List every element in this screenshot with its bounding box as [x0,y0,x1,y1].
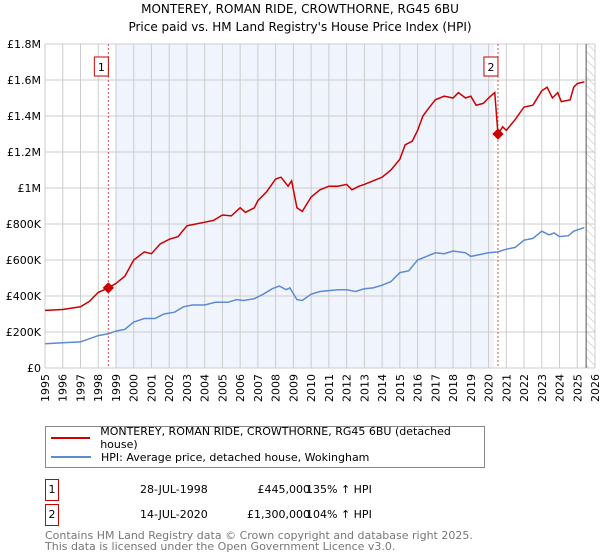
series-line [44,226,585,345]
x-tick-label: 1999 [110,374,123,402]
y-tick-label: £600K [6,254,42,267]
x-tick-label: 1998 [92,374,105,402]
legend-swatch-blue [51,456,91,458]
x-tick-label: 2020 [483,374,496,402]
sale-point [492,128,504,140]
y-tick-label: £1.6M [7,74,41,87]
legend-item-hpi: HPI: Average price, detached house, Woki… [51,449,369,465]
annotation-box [483,56,499,77]
marker-badge: 2 [45,504,59,526]
y-tick-label: £1.2M [7,146,41,159]
transaction-hpi: 135% ↑ HPI [306,483,372,496]
marker-badge: 1 [45,479,59,501]
y-tick-label: £1.4M [7,110,41,123]
x-tick-label: 2000 [128,374,141,402]
transaction-date: 28-JUL-1998 [140,483,208,496]
x-tick-label: 2017 [429,374,442,402]
y-tick-label: £200K [6,326,42,339]
transaction-row: 2 14-JUL-2020 £1,300,000 104% ↑ HPI [45,504,545,528]
y-tick-label: £1M [18,182,42,195]
x-tick-label: 2026 [589,374,600,402]
x-tick-label: 2006 [234,374,247,402]
x-tick-label: 2012 [341,374,354,402]
y-tick-label: £0 [27,362,41,375]
x-tick-label: 2018 [447,374,460,402]
price-chart: 1995 1996 1997 1998 1999 2000 2001 2002 2003 2004… [6,38,600,402]
x-tick-label: 2007 [252,374,265,402]
x-tick-label: 2016 [412,374,425,402]
x-tick-label: 2005 [216,374,229,402]
x-tick-label: 2023 [536,374,549,402]
transaction-price: £445,000 [257,483,311,496]
series-line [44,81,585,312]
legend: MONTEREY, ROMAN RIDE, CROWTHORNE, RG45 6… [45,425,485,468]
legend-label: MONTEREY, ROMAN RIDE, CROWTHORNE, RG45 6… [100,425,451,451]
sale-point [102,282,114,294]
x-tick-label: 2013 [358,374,371,402]
x-tick-label: 2011 [323,374,336,402]
legend-label: HPI: Average price, detached house, Woki… [101,450,370,464]
footer-licence: This data is licensed under the Open Gov… [45,540,396,553]
y-tick-label: £800K [6,218,42,231]
y-tick-label: £1.8M [7,38,41,51]
forecast-hatch [586,44,595,368]
x-tick-label: 2008 [270,374,283,402]
transaction-date: 14-JUL-2020 [140,508,208,521]
transaction-hpi: 104% ↑ HPI [306,508,372,521]
annotation-label: 1 [98,61,105,74]
x-tick-label: 2015 [394,374,407,402]
chart-title: MONTEREY, ROMAN RIDE, CROWTHORNE, RG45 6… [141,2,459,16]
x-tick-label: 2022 [518,374,531,402]
x-tick-label: 1996 [57,374,70,402]
x-tick-label: 1997 [74,374,87,402]
x-tick-label: 2024 [554,374,567,402]
x-tick-label: 2025 [571,374,584,402]
x-tick-label: 2001 [145,374,158,402]
annotation-box [93,56,109,77]
x-tick-label: 2014 [376,374,389,402]
x-tick-label: 2021 [500,374,513,402]
x-tick-label: 2002 [163,374,176,402]
chart-subtitle: Price paid vs. HM Land Registry's House … [128,20,472,34]
transaction-row: 1 28-JUL-1998 £445,000 135% ↑ HPI [45,479,545,503]
x-tick-label: 2003 [181,374,194,402]
x-tick-label: 2009 [287,374,300,402]
x-tick-label: 2019 [465,374,478,402]
x-tick-label: 2004 [199,374,212,402]
legend-item-property: MONTEREY, ROMAN RIDE, CROWTHORNE, RG45 6… [51,425,484,451]
x-tick-label: 2010 [305,374,318,402]
annotation-label: 2 [487,61,494,74]
transaction-price: £1,300,000 [247,508,310,521]
x-tick-label: 1995 [39,374,52,402]
footer-copyright: Contains HM Land Registry data © Crown c… [45,529,473,542]
legend-swatch-red [51,437,91,439]
y-tick-label: £400K [6,290,42,303]
